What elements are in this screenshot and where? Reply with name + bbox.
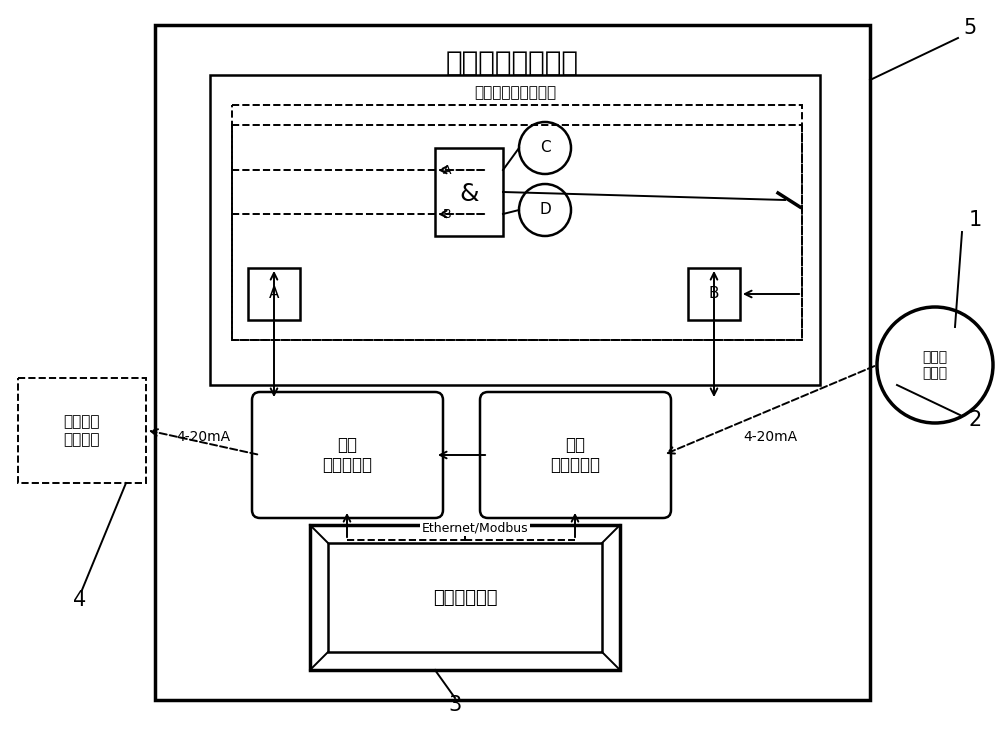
Text: 4-20mA: 4-20mA (743, 430, 797, 444)
Text: B: B (443, 207, 452, 221)
Text: 4-20mA: 4-20mA (176, 430, 230, 444)
Text: 数据
采集与转换: 数据 采集与转换 (550, 435, 600, 474)
Text: 1: 1 (968, 210, 982, 230)
Bar (232, 105, 802, 340)
Bar (435, 148, 503, 236)
Text: 5: 5 (963, 18, 977, 38)
Bar (688, 268, 740, 320)
Text: 3: 3 (448, 695, 462, 715)
Text: 燃气轮机
控制系统: 燃气轮机 控制系统 (64, 414, 100, 446)
Text: 2: 2 (968, 410, 982, 430)
Bar (310, 525, 620, 670)
Text: C: C (540, 141, 550, 155)
Text: Ethernet/Modbus: Ethernet/Modbus (422, 521, 528, 534)
Text: 预测分析装置: 预测分析装置 (433, 589, 497, 606)
Bar (248, 268, 300, 320)
Bar (210, 75, 820, 385)
Text: 故障诊断与应急处理: 故障诊断与应急处理 (474, 86, 556, 100)
Circle shape (877, 307, 993, 423)
Bar (18, 378, 146, 483)
Text: 热值预测分析系统: 热值预测分析系统 (446, 49, 579, 77)
Text: 数据
匹配与输出: 数据 匹配与输出 (322, 435, 372, 474)
Circle shape (519, 122, 571, 174)
Bar (328, 543, 602, 652)
Circle shape (519, 184, 571, 236)
Text: B: B (709, 287, 719, 301)
Text: A: A (443, 163, 452, 177)
Bar (155, 25, 870, 700)
Text: 4: 4 (73, 590, 87, 610)
Text: D: D (539, 202, 551, 218)
FancyBboxPatch shape (480, 392, 671, 518)
Text: 热值检
测装置: 热值检 测装置 (922, 350, 948, 380)
FancyBboxPatch shape (252, 392, 443, 518)
Text: A: A (269, 287, 279, 301)
Text: &: & (459, 182, 479, 206)
